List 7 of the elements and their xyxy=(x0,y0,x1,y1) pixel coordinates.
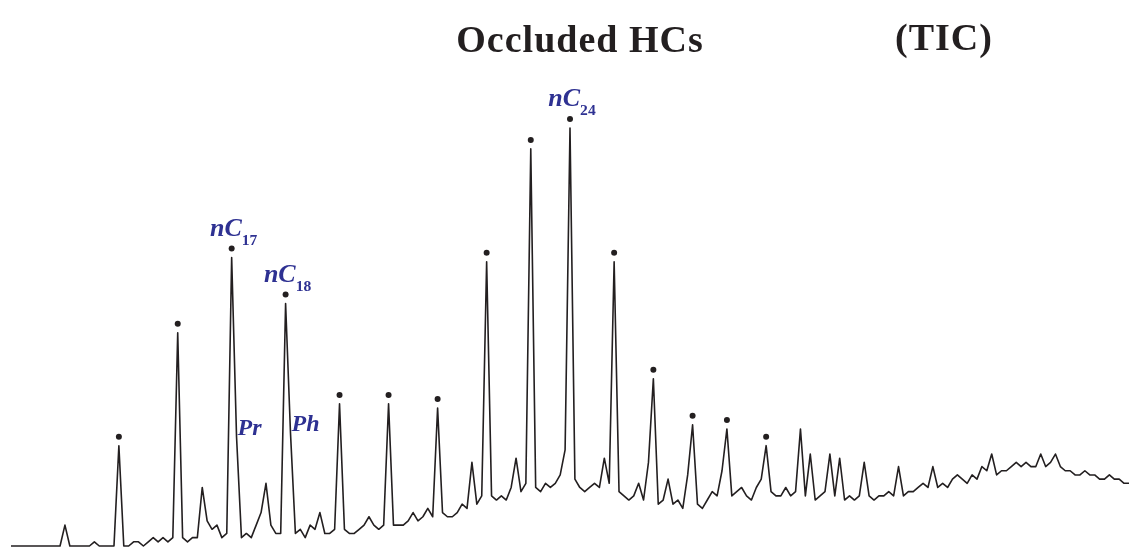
annotation: Pr xyxy=(236,414,263,441)
annotation: nC$_{18}$ xyxy=(263,258,312,294)
chart-subtitle: (TIC) xyxy=(895,16,993,59)
text: nC$_{24}$ xyxy=(548,83,596,118)
annotation: Ph xyxy=(290,410,320,437)
chart-title: Occluded HCs xyxy=(456,18,704,60)
annotation: nC$_{17}$ xyxy=(209,212,258,248)
